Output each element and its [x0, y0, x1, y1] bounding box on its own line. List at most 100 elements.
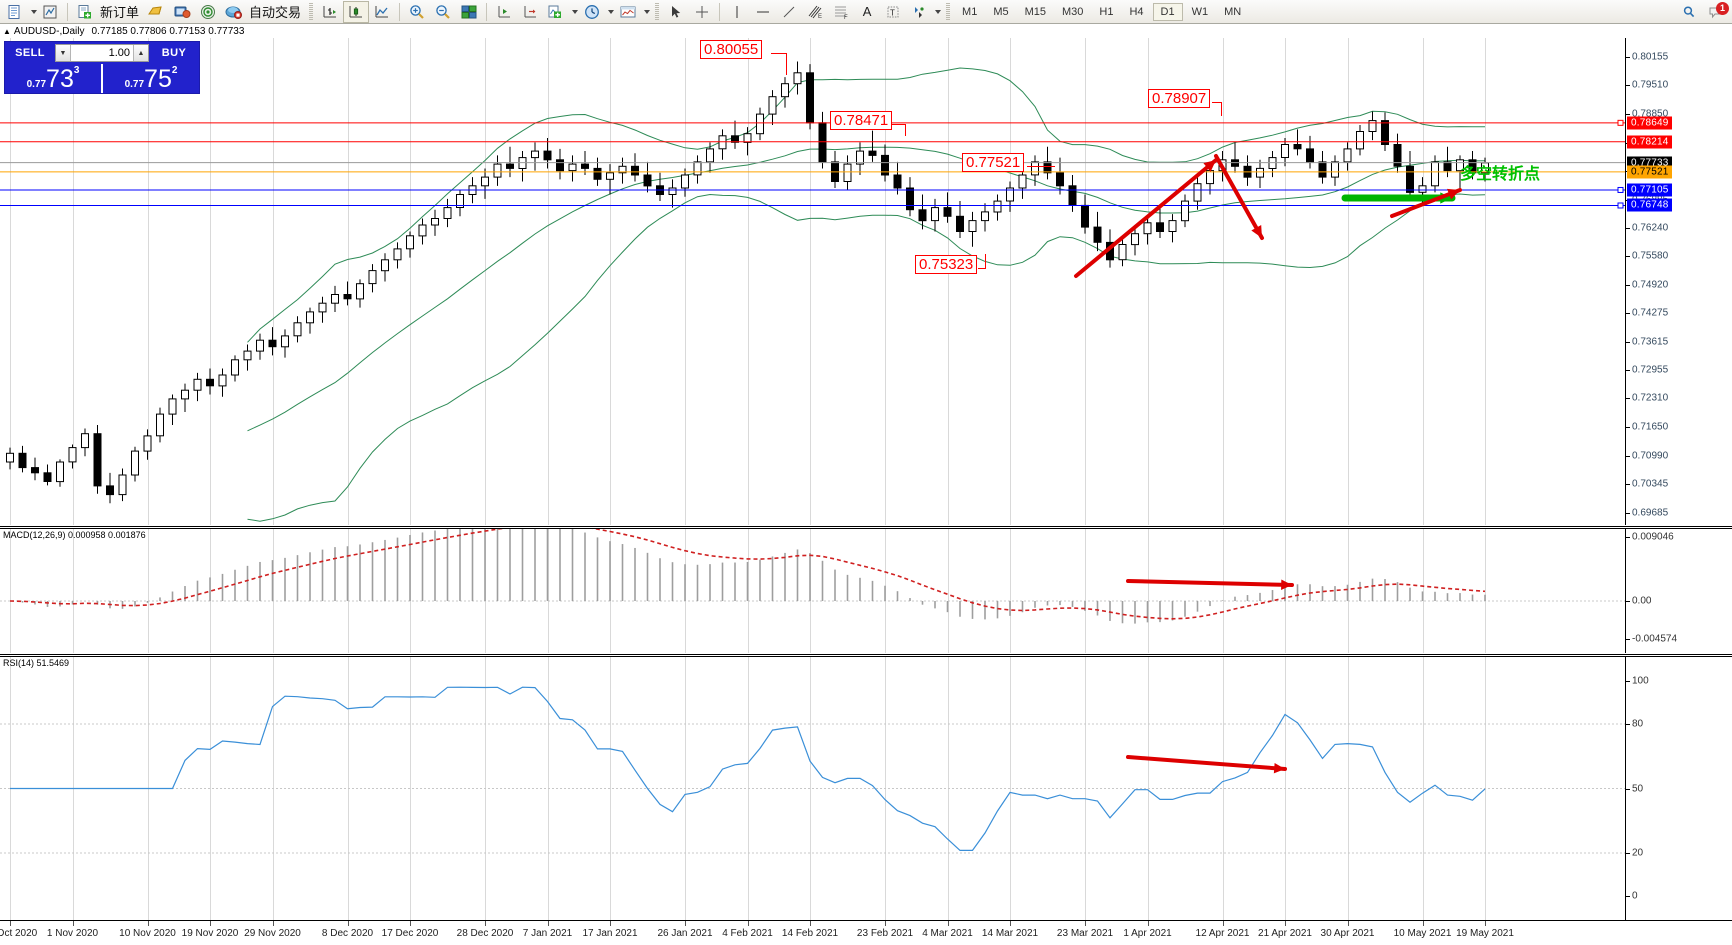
candlestick-chart-icon[interactable] [343, 0, 370, 23]
add-indicator-icon[interactable] [543, 1, 569, 23]
horizontal-line-icon[interactable] [750, 1, 776, 23]
auto-trade-icon[interactable] [221, 1, 247, 23]
rsi-axis[interactable]: 100 80 50 20 0 [1625, 657, 1732, 920]
volume-decrease-icon[interactable]: ▼ [56, 45, 71, 61]
sell-button[interactable]: SELL [15, 47, 45, 59]
grid-line [1347, 657, 1349, 920]
timeframe-d1[interactable]: D1 [1152, 2, 1183, 21]
new-chart-icon[interactable] [2, 1, 28, 23]
history-icon[interactable] [143, 1, 169, 23]
sell-price[interactable]: 0.77 73 3 [5, 64, 101, 93]
chart-dropdown-icon[interactable] [28, 1, 37, 23]
indicator-dropdown-icon[interactable] [569, 1, 579, 23]
time-axis-tick [410, 921, 411, 926]
line-chart-icon[interactable] [369, 1, 395, 23]
fibonacci-icon[interactable]: F [828, 1, 854, 23]
periods-dropdown-icon[interactable] [605, 1, 615, 23]
timeframe-m5[interactable]: M5 [993, 5, 1009, 18]
toolbar-grip[interactable] [946, 2, 951, 21]
signals-icon[interactable] [195, 1, 221, 23]
callout-leader-line [786, 53, 787, 75]
time-axis-tick [947, 921, 949, 926]
grid-line [347, 657, 349, 920]
timeframe-h4[interactable]: H4 [1129, 5, 1144, 18]
vertical-line-icon[interactable] [724, 1, 750, 23]
price-callout-swing-high[interactable]: 0.80055 [700, 40, 763, 59]
chart-shift-icon[interactable] [517, 1, 543, 23]
text-label-icon[interactable]: T [880, 1, 906, 23]
timeframe-mn[interactable]: MN [1224, 5, 1242, 18]
rsi-canvas [0, 686, 1625, 854]
rsi-axis-tick [1626, 896, 1630, 897]
price-chart-pane[interactable] [0, 38, 1625, 525]
grid-line [610, 529, 611, 653]
grid-line [485, 38, 486, 525]
volume-stepper[interactable]: ▼ 1.00 ▲ [55, 44, 149, 62]
timeframe-m15[interactable]: M15 [1024, 5, 1046, 18]
grid-line [272, 38, 274, 525]
price-tag-pivot[interactable]: 0.77521 [1627, 165, 1672, 179]
arrows-dropdown-icon[interactable] [932, 1, 942, 23]
new-order-label[interactable]: 新订单 [100, 5, 140, 20]
grid-line [1085, 38, 1086, 525]
macd-axis[interactable]: 0.009046 0.00 -0.004574 [1625, 529, 1732, 653]
buy-price[interactable]: 0.77 75 2 [101, 64, 199, 93]
timeframe-w1[interactable]: W1 [1191, 5, 1209, 18]
arrows-icon[interactable] [906, 1, 932, 23]
price-callout-pivot[interactable]: 0.77521 [962, 153, 1025, 172]
price-tag-support[interactable]: 0.76748 [1627, 198, 1672, 212]
zoom-out-icon[interactable] [430, 1, 456, 23]
macd-pane[interactable]: MACD(12,26,9) 0.000958 0.001876 [0, 529, 1625, 653]
periods-icon[interactable] [579, 1, 605, 23]
volume-increase-icon[interactable]: ▲ [133, 45, 148, 61]
notifications-icon[interactable]: 1 [1702, 1, 1732, 23]
timeframe-h1[interactable]: H1 [1099, 5, 1114, 18]
price-tag-support[interactable]: 0.77105 [1627, 183, 1672, 197]
price-callout-swing-low[interactable]: 0.75323 [915, 255, 978, 274]
text-icon[interactable]: A [862, 4, 872, 19]
rsi-pane[interactable]: RSI(14) 51.5469 [0, 657, 1625, 920]
collapse-triangle-icon[interactable]: ▲ [3, 27, 11, 36]
crosshair-icon[interactable] [689, 1, 715, 23]
search-icon[interactable] [1676, 1, 1702, 23]
tile-windows-icon[interactable] [456, 1, 482, 23]
one-click-trading-panel[interactable]: SELL ▼ 1.00 ▲ BUY 0.77 73 3 0.77 75 2 [4, 41, 200, 94]
grid-line [272, 657, 274, 920]
cursor-icon[interactable] [663, 1, 689, 23]
auto-trade-label[interactable]: 自动交易 [249, 5, 302, 20]
grid-line [410, 657, 411, 920]
price-callout-swing-high2[interactable]: 0.78907 [1148, 89, 1211, 108]
time-axis-label: 19 May 2021 [1456, 928, 1514, 939]
time-axis[interactable]: 22 Oct 2020 1 Nov 2020 10 Nov 2020 19 Nov 2… [0, 920, 1732, 945]
timeframe-m30[interactable]: M30 [1062, 5, 1084, 18]
price-tag-resistance[interactable]: 0.78214 [1627, 135, 1672, 149]
callout-leader-line [985, 254, 986, 268]
bar-chart-icon[interactable] [317, 1, 343, 23]
templates-icon[interactable] [615, 1, 641, 23]
zoom-in-icon[interactable] [404, 1, 430, 23]
callout-leader-line [1221, 102, 1222, 116]
inspect-icon[interactable] [37, 1, 63, 23]
timeframe-m1[interactable]: M1 [962, 5, 978, 18]
trendline-icon[interactable] [776, 1, 802, 23]
templates-dropdown-icon[interactable] [641, 1, 651, 23]
price-axis-tick-label: 0.71650 [1632, 421, 1669, 433]
volume-value[interactable]: 1.00 [108, 47, 130, 59]
terminal-icon[interactable] [169, 1, 195, 23]
price-tag-resistance[interactable]: 0.78649 [1627, 116, 1672, 130]
toolbar-grip[interactable] [655, 2, 660, 21]
grid-line [1010, 657, 1011, 920]
turning-point-annotation[interactable]: 多空转折点 [1460, 166, 1541, 183]
callout-leader-line [978, 268, 986, 269]
chart-ohlc-label: 0.77185 0.77806 0.77153 0.77733 [91, 26, 245, 37]
price-callout-resistance-touch[interactable]: 0.78471 [830, 111, 893, 130]
toolbar-grip[interactable] [309, 2, 314, 21]
grid-line [610, 657, 611, 920]
buy-button[interactable]: BUY [161, 47, 187, 59]
auto-scroll-icon[interactable] [491, 1, 517, 23]
time-axis-label: 14 Feb 2021 [781, 928, 839, 939]
price-axis[interactable]: 0.801550.795100.788500.781950.775400.768… [1625, 38, 1732, 525]
equidistant-channel-icon[interactable]: E [802, 1, 828, 23]
time-axis-tick [1085, 921, 1086, 926]
new-order-icon[interactable] [72, 1, 98, 23]
